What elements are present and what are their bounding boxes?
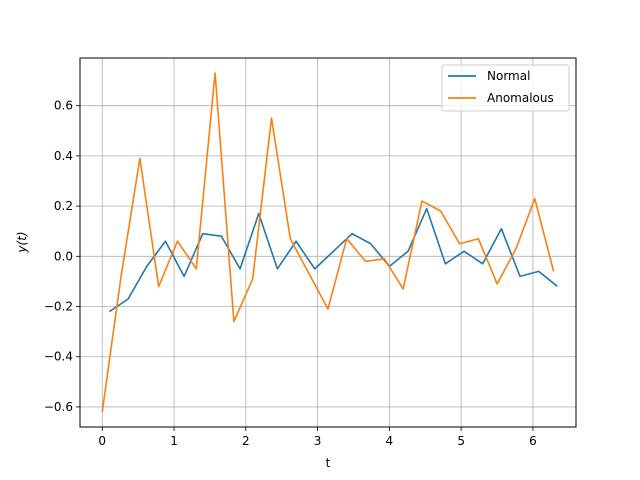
y-tick-label: −0.2	[44, 300, 73, 314]
y-tick-label: 0.6	[54, 99, 73, 113]
series-line-normal	[108, 207, 558, 313]
series-line-anomalous	[101, 72, 555, 413]
y-tick-label: 0.0	[54, 249, 73, 263]
y-axis-ticks: −0.6 −0.4 −0.2 0.0 0.2 0.4 0.6	[44, 99, 80, 414]
plot-frame	[79, 57, 577, 428]
x-tick-label: 3	[314, 434, 322, 448]
legend-label-anomalous: Anomalous	[487, 91, 554, 105]
legend: Normal Anomalous	[441, 64, 570, 112]
y-tick-label: −0.4	[44, 350, 73, 364]
legend-label-normal: Normal	[487, 69, 530, 83]
y-tick-label: 0.2	[54, 199, 73, 213]
x-tick-label: 0	[98, 434, 106, 448]
x-tick-label: 4	[386, 434, 394, 448]
series-layer	[101, 72, 558, 413]
x-axis-ticks: 0 1 2 3 4 5 6	[98, 427, 537, 448]
y-tick-label: −0.6	[44, 400, 73, 414]
x-tick-label: 1	[170, 434, 178, 448]
x-tick-label: 2	[242, 434, 250, 448]
x-tick-label: 5	[457, 434, 465, 448]
x-axis-label: t	[326, 456, 331, 470]
y-tick-label: 0.4	[54, 149, 73, 163]
x-tick-label: 6	[529, 434, 537, 448]
y-axis-label: y(t)	[15, 231, 29, 253]
